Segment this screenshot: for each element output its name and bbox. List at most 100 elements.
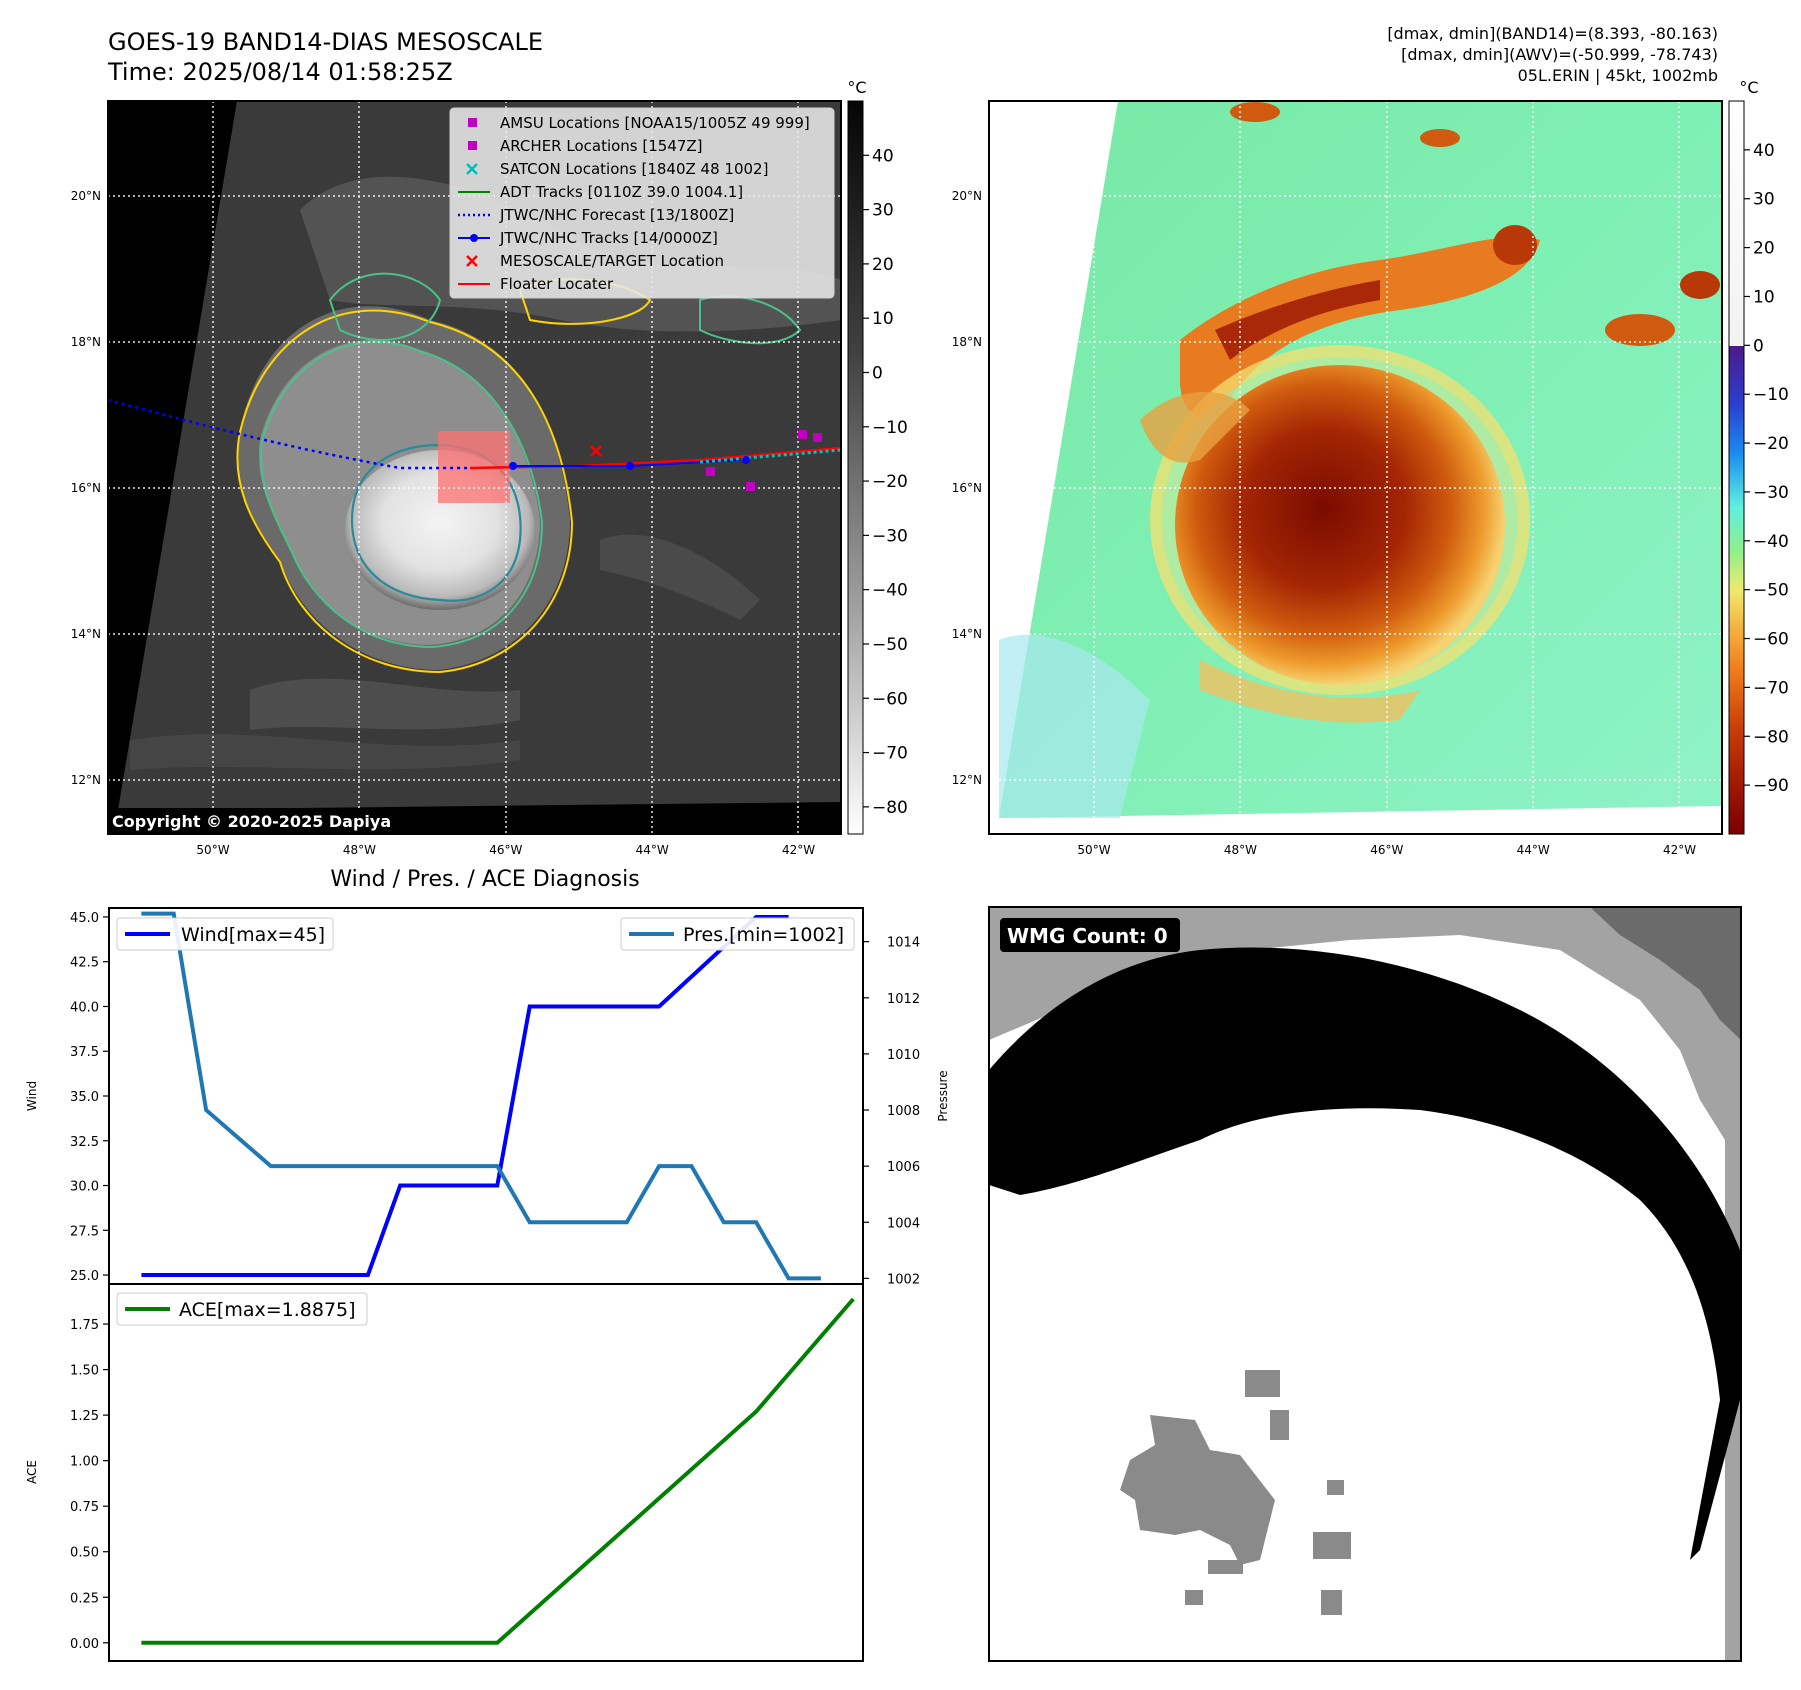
ace-y-tick-label: 0.50 bbox=[70, 1546, 99, 1561]
diagnosis-panel: Wind / Pres. / ACE Diagnosis 45.0 42.5 40.… bbox=[25, 867, 950, 1662]
ace-y-tick-label: 0.00 bbox=[70, 1637, 99, 1652]
legend-marker bbox=[466, 163, 478, 175]
target-marker bbox=[590, 445, 602, 457]
colorbar-tick-label: 10 bbox=[872, 309, 894, 329]
archer-marker bbox=[746, 482, 755, 491]
track-point bbox=[626, 462, 634, 470]
ir-panel: AMSU Locations [NOAA15/1005Z 49 999] ARCH… bbox=[71, 78, 908, 857]
legend-marker bbox=[468, 141, 477, 150]
wind-y-tick-label: 25.0 bbox=[70, 1269, 99, 1284]
lat-tick-label: 18°N bbox=[71, 335, 101, 349]
legend-item: MESOSCALE/TARGET Location bbox=[466, 252, 724, 270]
ace-series bbox=[141, 1297, 855, 1645]
copyright-box bbox=[108, 808, 418, 834]
lon-tick-label: 44°W bbox=[1517, 843, 1550, 857]
wind-y-tick-label: 30.0 bbox=[70, 1180, 99, 1195]
lon-tick-label: 48°W bbox=[343, 843, 376, 857]
ace-y-tick-label: 0.25 bbox=[70, 1591, 99, 1606]
amsu-marker bbox=[798, 430, 807, 439]
wind-legend-label: Wind[max=45] bbox=[181, 924, 325, 946]
ace-y-tick-label: 1.25 bbox=[70, 1409, 99, 1424]
awv-lat-labels: 20°N 18°N 16°N 14°N 12°N bbox=[952, 189, 982, 787]
archer-marker bbox=[706, 467, 715, 476]
pressure-legend-label: Pres.[min=1002] bbox=[683, 924, 844, 946]
lon-tick-label: 44°W bbox=[636, 843, 669, 857]
pressure-line bbox=[141, 911, 821, 1281]
pressure-y-ticks: 1014 1012 1010 1008 1006 1004 1002 bbox=[863, 936, 920, 1287]
colorbar-tick-label: −10 bbox=[1753, 385, 1789, 405]
pressure-y-tick-label: 1008 bbox=[887, 1104, 920, 1119]
lon-tick-label: 46°W bbox=[489, 843, 522, 857]
awv-colorbar-frame bbox=[1728, 100, 1745, 835]
wind-y-tick-label: 35.0 bbox=[70, 1090, 99, 1105]
colorbar-tick-label: −80 bbox=[1753, 727, 1789, 747]
colorbar-tick-label: −60 bbox=[872, 689, 908, 709]
legend-item: SATCON Locations [1840Z 48 1002] bbox=[466, 160, 768, 178]
wind-y-tick-label: 37.5 bbox=[70, 1045, 99, 1060]
wind-y-tick-label: 42.5 bbox=[70, 956, 99, 971]
pressure-y-tick-label: 1010 bbox=[887, 1048, 920, 1063]
colorbar-tick-label: −10 bbox=[872, 418, 908, 438]
colorbar-tick-label: 40 bbox=[872, 146, 894, 166]
colorbar-tick-label: 0 bbox=[872, 363, 883, 383]
ace-y-tick-label: 0.75 bbox=[70, 1500, 99, 1515]
awv-frame bbox=[988, 100, 1723, 835]
lon-tick-label: 50°W bbox=[196, 843, 229, 857]
timestamp-title: Time: 2025/08/14 01:58:25Z bbox=[107, 58, 453, 86]
legend-label: ARCHER Locations [1547Z] bbox=[500, 137, 703, 155]
colorbar-tick-label: −70 bbox=[872, 744, 908, 764]
awv-panel: 20°N 18°N 16°N 14°N 12°N 50°W 48°W 46°W 44°W 42°… bbox=[952, 78, 1789, 857]
legend-label: JTWC/NHC Forecast [13/1800Z] bbox=[499, 206, 734, 224]
colorbar-tick-label: −40 bbox=[872, 581, 908, 601]
wmg-count-badge bbox=[1000, 918, 1180, 952]
ir-colorbar bbox=[847, 100, 864, 835]
ir-lat-labels: 20°N 18°N 16°N 14°N 12°N bbox=[71, 189, 101, 787]
colorbar-tick-label: 10 bbox=[1753, 287, 1775, 307]
ace-y-ticks: 0.00 0.25 0.50 0.75 1.00 1.25 1.50 1.75 bbox=[70, 1318, 109, 1652]
wind-legend: Wind[max=45] bbox=[116, 917, 334, 951]
colorbar-tick-label: 40 bbox=[1753, 141, 1775, 161]
lat-tick-label: 14°N bbox=[71, 627, 101, 641]
colorbar-tick-label: 20 bbox=[872, 255, 894, 275]
legend-item: AMSU Locations [NOAA15/1005Z 49 999] bbox=[468, 114, 810, 132]
wind-line bbox=[141, 915, 789, 1277]
legend-item: JTWC/NHC Forecast [13/1800Z] bbox=[458, 206, 734, 224]
lon-tick-label: 46°W bbox=[1370, 843, 1403, 857]
colorbar-tick-label: −50 bbox=[1753, 581, 1789, 601]
pressure-legend: Pres.[min=1002] bbox=[620, 917, 855, 951]
colorbar-tick-label: −40 bbox=[1753, 532, 1789, 552]
legend-item: ADT Tracks [0110Z 39.0 1004.1] bbox=[458, 183, 743, 201]
ir-lon-labels: 50°W 48°W 46°W 44°W 42°W bbox=[196, 843, 815, 857]
ace-y-tick-label: 1.50 bbox=[70, 1364, 99, 1379]
ace-legend: ACE[max=1.8875] bbox=[116, 1292, 368, 1326]
track-point bbox=[509, 462, 517, 470]
colorbar-tick-label: −20 bbox=[872, 472, 908, 492]
lon-tick-label: 42°W bbox=[782, 843, 815, 857]
legend-label: ADT Tracks [0110Z 39.0 1004.1] bbox=[500, 183, 743, 201]
lon-tick-label: 48°W bbox=[1224, 843, 1257, 857]
map-legend: AMSU Locations [NOAA15/1005Z 49 999] ARCH… bbox=[449, 107, 835, 299]
wind-y-tick-label: 32.5 bbox=[70, 1135, 99, 1150]
legend-label: AMSU Locations [NOAA15/1005Z 49 999] bbox=[500, 114, 810, 132]
awv-colorbar-unit: °C bbox=[1739, 78, 1758, 97]
awv-image bbox=[989, 101, 1722, 834]
copyright-text: Copyright © 2020-2025 Dapiya bbox=[112, 812, 391, 831]
lon-tick-label: 50°W bbox=[1077, 843, 1110, 857]
colorbar-tick-label: 30 bbox=[1753, 190, 1775, 210]
lat-tick-label: 12°N bbox=[71, 773, 101, 787]
legend-marker bbox=[466, 255, 478, 267]
ir-frame bbox=[107, 100, 842, 835]
legend-item: Floater Locater bbox=[458, 275, 614, 293]
awv-stats: [dmax, dmin](AWV)=(-50.999, -78.743) bbox=[1401, 45, 1718, 64]
colorbar-tick-label: −50 bbox=[872, 635, 908, 655]
awv-colorbar-ticks: 40 30 20 10 0 −10 −20 −30 −40 −50 −60 −70 −80 −90 bbox=[1744, 141, 1789, 796]
awv-colorbar-upper bbox=[1729, 101, 1744, 346]
colorbar-tick-label: 20 bbox=[1753, 239, 1775, 259]
wind-pressure-series bbox=[141, 911, 821, 1281]
wind-axes-frame bbox=[108, 907, 864, 1285]
legend-item: ARCHER Locations [1547Z] bbox=[468, 137, 703, 155]
pressure-y-tick-label: 1012 bbox=[887, 992, 920, 1007]
ace-y-tick-label: 1.75 bbox=[70, 1318, 99, 1333]
lat-tick-label: 20°N bbox=[952, 189, 982, 203]
pressure-y-tick-label: 1006 bbox=[887, 1160, 920, 1175]
